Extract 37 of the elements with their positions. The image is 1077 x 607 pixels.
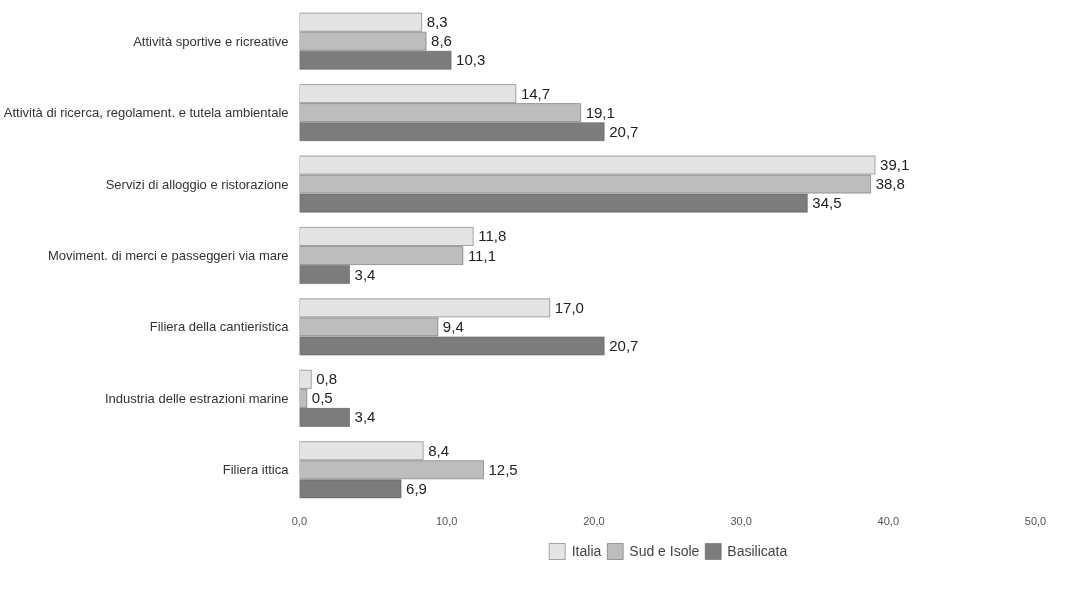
y-tick-label: Filiera ittica	[222, 462, 290, 478]
legend-label: Sud e Isole	[629, 542, 700, 559]
y-tick-label: Servizi di alloggio e ristorazione	[105, 176, 289, 192]
legend-label: Basilicata	[727, 542, 788, 559]
data-label: 20,7	[609, 336, 639, 354]
y-tick-label: Industria delle estrazioni marine	[104, 390, 289, 406]
data-label: 19,1	[585, 103, 615, 121]
data-label: 8,4	[428, 441, 450, 459]
data-label: 12,5	[488, 460, 518, 478]
y-tick-label: Moviment. di merci e passeggeri via mare	[47, 248, 289, 263]
data-label: 8,3	[426, 13, 448, 31]
data-label: 14,7	[520, 84, 551, 102]
data-label: 17,0	[554, 298, 584, 316]
x-tick-label: 50,0	[1024, 514, 1047, 527]
data-label: 39,1	[880, 156, 910, 174]
data-label: 9,4	[442, 317, 464, 335]
data-label: 11,8	[478, 227, 507, 245]
data-label: 8,6	[431, 32, 452, 50]
data-label: 0,5	[311, 389, 333, 407]
x-tick-label: 40,0	[877, 514, 900, 527]
data-label: 34,5	[812, 194, 842, 212]
x-tick-label: 30,0	[730, 514, 752, 527]
y-tick-label: Attività sportive e ricreative	[133, 33, 289, 49]
y-tick-label: Attività di ricerca, regolament. e tutela ambientale	[3, 105, 289, 121]
x-tick-label: 0,0	[291, 514, 308, 527]
legend-label: Italia	[571, 542, 602, 559]
x-tick-label: 20,0	[583, 514, 605, 527]
data-label: 11,1	[467, 246, 496, 264]
data-label: 3,4	[354, 265, 376, 283]
data-label: 0,8	[316, 370, 338, 388]
data-label: 20,7	[609, 122, 639, 140]
data-label: 6,9	[406, 479, 427, 497]
data-label: 10,3	[456, 51, 486, 69]
y-tick-label: Filiera della cantieristica	[149, 319, 290, 335]
x-tick-label: 10,0	[436, 514, 458, 527]
data-label: 38,8	[875, 175, 905, 193]
data-label: 3,4	[354, 408, 376, 426]
